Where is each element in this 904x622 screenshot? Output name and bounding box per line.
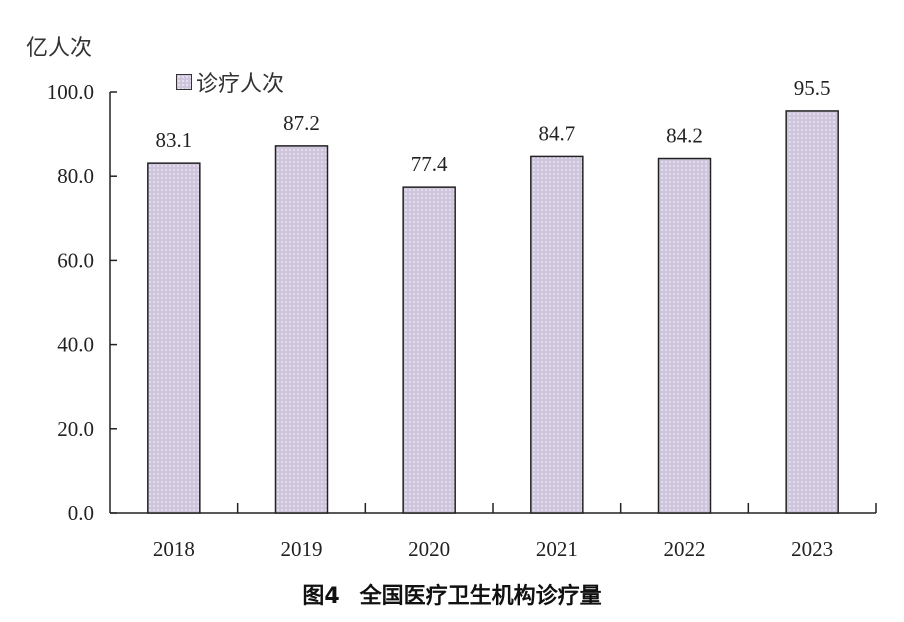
bar-2022	[657, 157, 712, 514]
x-tick-label: 2022	[664, 537, 706, 561]
x-tick-label: 2018	[153, 537, 195, 561]
bar-2021	[530, 155, 584, 514]
data-label: 87.2	[283, 111, 320, 135]
x-tick-label: 2019	[281, 537, 323, 561]
legend-label: 诊疗人次	[196, 72, 285, 97]
data-label: 84.7	[538, 121, 575, 145]
y-tick-label: 100.0	[47, 80, 94, 104]
bar-2018	[147, 162, 201, 514]
legend: 诊疗人次	[176, 66, 284, 98]
data-label: 95.5	[794, 76, 831, 100]
axes: 0.0 20.0 40.0 60.0 80.0 100.0	[47, 80, 877, 525]
y-axis-unit-label: 亿人次	[26, 36, 93, 61]
legend-swatch-icon	[176, 74, 192, 90]
data-label: 83.1	[155, 128, 192, 152]
x-tick-label: 2021	[536, 537, 578, 561]
y-tick-label: 60.0	[57, 248, 94, 272]
bars: 83.1 2018 87.2 2019 77.4 2020 84.7 2021 84.2 2022…	[147, 76, 839, 561]
y-tick-label: 40.0	[57, 333, 94, 357]
y-tick-label: 20.0	[57, 417, 94, 441]
bar-2020	[402, 186, 456, 514]
data-label: 84.2	[666, 124, 703, 148]
data-label: 77.4	[411, 152, 448, 176]
chart-title: 图4 全国医疗卫生机构诊疗量	[0, 578, 904, 610]
chart-title-text: 全国医疗卫生机构诊疗量	[359, 584, 602, 609]
bar-2019	[274, 145, 329, 514]
figure-number: 图4	[302, 584, 340, 609]
bar-chart: 0.0 20.0 40.0 60.0 80.0 100.0 83.1 2018 87.2 201…	[47, 76, 877, 561]
bar-2023	[785, 110, 839, 514]
x-tick-label: 2020	[408, 537, 450, 561]
x-tick-label: 2023	[791, 537, 833, 561]
y-tick-label: 80.0	[57, 164, 94, 188]
y-tick-label: 0.0	[68, 501, 94, 525]
